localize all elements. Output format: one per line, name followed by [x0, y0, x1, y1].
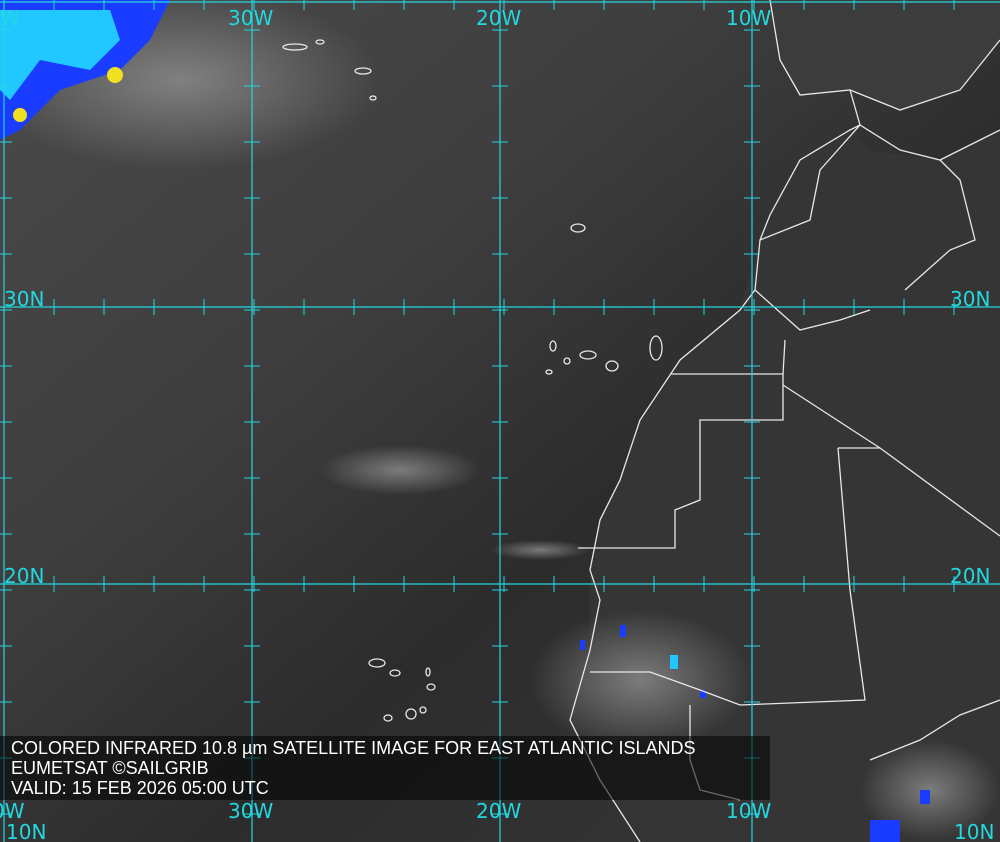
lon-label-top: 20W	[476, 6, 522, 30]
lon-label-top: W	[0, 6, 20, 30]
iberia-landmass	[770, 0, 1000, 110]
caption-valid-time: VALID: 15 FEB 2026 05:00 UTC	[11, 778, 269, 798]
cold-cloud-tops	[0, 0, 930, 842]
lon-label-top: 10W	[726, 6, 772, 30]
lon-label-bottom: 10W	[726, 799, 772, 823]
lat-label-right: 30N	[950, 287, 991, 311]
lon-label-top: 30W	[228, 6, 274, 30]
lat-label-right: 20N	[950, 564, 991, 588]
lon-label-bottom: 30W	[228, 799, 274, 823]
islands	[282, 39, 663, 722]
lon-label-bottom: 20W	[476, 799, 522, 823]
caption-panel: COLORED INFRARED 10.8 µm SATELLITE IMAGE…	[0, 736, 770, 800]
lat-label-left: 30N	[4, 287, 45, 311]
graticule-ticks	[0, 0, 955, 815]
caption-credit: EUMETSAT ©SAILGRIB	[11, 758, 209, 778]
lat-label-left: 20N	[4, 564, 45, 588]
lat-label-left: 10N	[6, 820, 47, 842]
lat-label-right: 10N	[954, 820, 995, 842]
cloud-area	[530, 610, 750, 750]
cloud-area	[320, 445, 480, 495]
cloud-area	[490, 540, 590, 560]
caption-title: COLORED INFRARED 10.8 µm SATELLITE IMAGE…	[11, 738, 696, 758]
lon-label-bottom: 0W	[0, 799, 25, 823]
